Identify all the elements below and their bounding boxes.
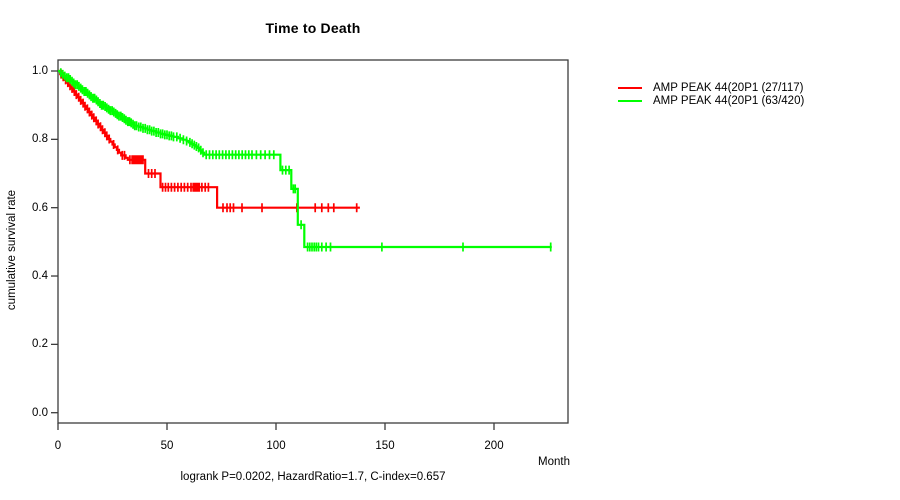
- y-tick-label: 0.4: [32, 270, 48, 283]
- legend-line-green: [618, 100, 642, 103]
- legend-item-green: AMP PEAK 44(20P1 (63/420): [618, 95, 804, 109]
- x-axis-label: Month: [538, 456, 570, 468]
- plot-box: [57, 59, 569, 424]
- survival-curve-green: [58, 69, 552, 249]
- legend: AMP PEAK 44(20P1 (27/117) AMP PEAK 44(20…: [618, 81, 804, 108]
- y-tick-label: 0.0: [32, 406, 48, 419]
- x-tick-label: 100: [266, 440, 286, 452]
- y-tick-label: 1.0: [32, 65, 48, 77]
- y-tick-label: 0.2: [32, 338, 48, 351]
- legend-label-red: AMP PEAK 44(20P1 (27/117): [653, 81, 804, 94]
- stats-caption: logrank P=0.0202, HazardRatio=1.7, C-ind…: [180, 471, 446, 483]
- x-tick-label: 150: [375, 440, 395, 452]
- y-axis-label: cumulative survival rate: [6, 189, 18, 311]
- censor-ticks-red: [60, 69, 358, 213]
- chart-title: Time to Death: [265, 20, 361, 36]
- legend-label-green: AMP PEAK 44(20P1 (63/420): [653, 95, 805, 108]
- x-tick-label: 200: [484, 440, 504, 452]
- x-tick-label: 50: [160, 440, 174, 452]
- y-tick-label: 0.8: [32, 133, 48, 146]
- x-tick-label: 0: [54, 440, 62, 452]
- legend-line-red: [618, 86, 642, 89]
- legend-item-red: AMP PEAK 44(20P1 (27/117): [618, 81, 804, 95]
- censor-ticks-green: [59, 68, 552, 252]
- y-tick-label: 0.6: [32, 201, 48, 214]
